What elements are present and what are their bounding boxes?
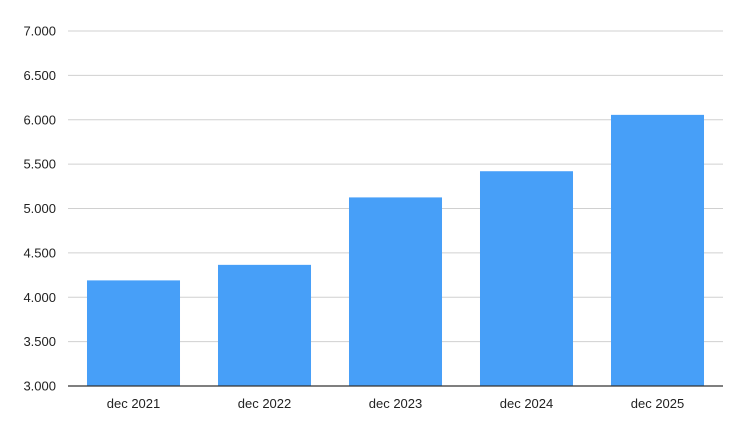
bar-dec-2023 (348, 197, 443, 386)
y-tick-label: 5.000 (23, 201, 56, 216)
bar-dec-2025 (610, 114, 705, 387)
y-tick-label: 6.500 (23, 68, 56, 83)
x-tick-label: dec 2024 (500, 396, 554, 411)
bar-dec-2022 (217, 264, 312, 386)
x-tick-label: dec 2025 (631, 396, 685, 411)
y-tick-label: 3.000 (23, 379, 56, 394)
bar-dec-2024 (479, 171, 574, 386)
bar-dec-2021 (86, 280, 181, 386)
x-tick-label: dec 2023 (369, 396, 423, 411)
y-tick-label: 7.000 (23, 24, 56, 39)
y-tick-label: 4.000 (23, 290, 56, 305)
y-tick-label: 6.000 (23, 112, 56, 127)
y-tick-label: 3.500 (23, 334, 56, 349)
x-tick-label: dec 2022 (238, 396, 292, 411)
y-tick-label: 4.500 (23, 245, 56, 260)
x-tick-label: dec 2021 (107, 396, 161, 411)
y-tick-label: 5.500 (23, 157, 56, 172)
